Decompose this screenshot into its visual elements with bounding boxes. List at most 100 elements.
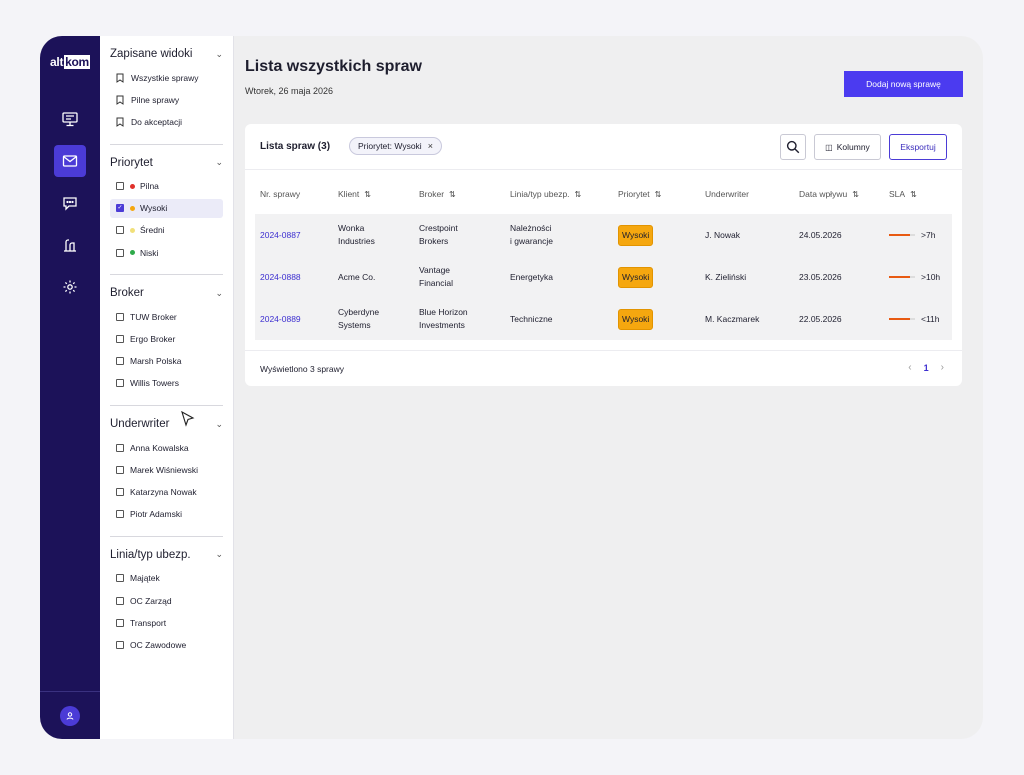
search-button[interactable] (780, 134, 806, 160)
checkbox[interactable] (116, 618, 124, 627)
table-row[interactable]: 2024-0887 Wonka Industries Crestpoint Brok… (255, 214, 952, 256)
checkbox[interactable] (116, 379, 124, 388)
sort-icon[interactable]: ⇅ (852, 190, 859, 199)
chevron-right-icon[interactable]: › (940, 362, 944, 373)
section-header[interactable]: Broker ⌄ (110, 287, 223, 299)
underwriter-label: Katarzyna Nowak (130, 486, 197, 497)
saved-view-label: Do akceptacji (131, 116, 183, 127)
line-filter-item[interactable]: Transport (110, 613, 223, 632)
sort-icon[interactable]: ⇅ (910, 190, 917, 199)
checkbox[interactable] (116, 357, 124, 366)
case-number-link[interactable]: 2024-0888 (260, 271, 301, 282)
close-icon[interactable]: × (427, 141, 433, 151)
chevron-down-icon[interactable]: ⌄ (215, 157, 223, 168)
line-label: OC Zarząd (130, 595, 172, 606)
checkbox[interactable] (116, 248, 124, 257)
chevron-down-icon[interactable]: ⌄ (215, 287, 223, 298)
checkbox[interactable] (116, 182, 124, 191)
chevron-left-icon[interactable]: ‹ (908, 362, 912, 373)
priority-filter-item[interactable]: Pilna (110, 177, 223, 196)
table-header-row: Nr. sprawy Klient ⇅ Broker ⇅ Linia/typ ube… (255, 174, 952, 214)
underwriter-filter-item[interactable]: Marek Wiśniewski (110, 460, 223, 479)
filter-chip[interactable]: Priorytet: Wysoki × (349, 137, 442, 155)
broker-filter-item[interactable]: Marsh Polska (110, 352, 223, 371)
chat-icon[interactable] (54, 187, 86, 219)
section-header[interactable]: Zapisane widoki ⌄ (110, 48, 223, 60)
section-priority: Priorytet ⌄ Pilna ✓ Wysoki Średni (110, 145, 223, 276)
checkbox[interactable] (116, 487, 124, 496)
priority-dot-icon (130, 250, 135, 256)
column-header[interactable]: Nr. sprawy (255, 174, 333, 214)
line-label: Transport (130, 617, 167, 628)
client-cell: Wonka Industries (333, 214, 414, 256)
export-button[interactable]: Eksportuj (889, 134, 947, 160)
checkbox[interactable] (116, 465, 124, 474)
broker-filter-item[interactable]: TUW Broker (110, 307, 223, 326)
line-filter-item[interactable]: OC Zawodowe (110, 635, 223, 654)
columns-button[interactable]: ◫ Kolumny (814, 134, 881, 160)
case-number-link[interactable]: 2024-0889 (260, 313, 301, 324)
cases-table: Nr. sprawy Klient ⇅ Broker ⇅ Linia/typ ube… (255, 174, 952, 340)
saved-view-item[interactable]: Pilne sprawy (110, 90, 223, 109)
chevron-down-icon[interactable]: ⌄ (215, 549, 223, 560)
column-header[interactable]: Broker ⇅ (414, 174, 505, 214)
add-case-button[interactable]: Dodaj nową sprawę (844, 71, 963, 97)
logo-text-kom: kom (64, 55, 90, 69)
client-line: Systems (338, 320, 371, 330)
results-count: Wyświetlono 3 sprawy (260, 364, 345, 374)
sla-bar (889, 318, 915, 320)
section-header[interactable]: Underwriter ⌄ (110, 418, 223, 430)
checkbox[interactable] (116, 640, 124, 649)
checkbox[interactable] (116, 443, 124, 452)
column-header[interactable]: Linia/typ ubezp. ⇅ (505, 174, 613, 214)
column-header[interactable]: Klient ⇅ (333, 174, 414, 214)
sort-icon[interactable]: ⇅ (449, 190, 456, 199)
column-header[interactable]: Data wpływu ⇅ (794, 174, 884, 214)
desktop-icon[interactable] (54, 103, 86, 135)
table-row[interactable]: 2024-0888 Acme Co. Vantage Financial Ener… (255, 256, 952, 298)
section-title: Broker (110, 287, 144, 300)
checkbox[interactable] (116, 226, 124, 235)
priority-filter-item[interactable]: Niski (110, 243, 223, 262)
sort-icon[interactable]: ⇅ (574, 190, 582, 199)
chevron-down-icon[interactable]: ⌄ (215, 418, 223, 429)
table-row[interactable]: 2024-0889 Cyberdyne Systems Blue Horizon I… (255, 298, 952, 340)
priority-dot-icon (130, 205, 135, 211)
underwriter-filter-item[interactable]: Anna Kowalska (110, 438, 223, 457)
saved-view-item[interactable]: Wszystkie sprawy (110, 68, 223, 87)
logo: alt kom (50, 51, 90, 73)
section-header[interactable]: Linia/typ ubezp. ⌄ (110, 549, 223, 561)
underwriter-filter-item[interactable]: Katarzyna Nowak (110, 482, 223, 501)
avatar[interactable] (60, 705, 80, 726)
page-number[interactable]: 1 (923, 362, 929, 373)
priority-filter-item[interactable]: ✓ Wysoki (110, 198, 223, 218)
section-title: Underwriter (110, 418, 170, 431)
column-header[interactable]: SLA ⇅ (884, 174, 952, 214)
line-filter-item[interactable]: Majątek (110, 569, 223, 588)
settings-icon[interactable] (54, 271, 86, 303)
sort-icon[interactable]: ⇅ (364, 190, 371, 199)
broker-filter-item[interactable]: Willis Towers (110, 374, 223, 393)
checkbox[interactable] (116, 335, 124, 343)
sla-indicator: >7h (889, 229, 952, 242)
checkbox[interactable] (116, 312, 124, 321)
sort-icon[interactable]: ⇅ (654, 190, 662, 199)
underwriter-filter-item[interactable]: Piotr Adamski (110, 505, 223, 524)
line-line: Energetyka (510, 271, 553, 282)
checkbox[interactable] (116, 574, 124, 583)
broker-filter-item[interactable]: Ergo Broker (110, 330, 223, 349)
section-header[interactable]: Priorytet ⌄ (110, 157, 223, 169)
mail-icon[interactable] (54, 145, 86, 177)
checkbox[interactable] (116, 596, 124, 605)
routing-icon[interactable] (54, 229, 86, 261)
chevron-down-icon[interactable]: ⌄ (215, 48, 223, 59)
checkbox-checked[interactable]: ✓ (116, 204, 124, 213)
line-filter-item[interactable]: OC Zarząd (110, 591, 223, 610)
case-number-link[interactable]: 2024-0887 (260, 229, 301, 240)
checkbox[interactable] (116, 510, 124, 519)
priority-filter-item[interactable]: Średni (110, 221, 223, 240)
priority-badge: Wysoki (618, 224, 654, 246)
column-header[interactable]: Priorytet ⇅ (613, 174, 700, 214)
saved-view-item[interactable]: Do akceptacji (110, 112, 223, 131)
column-header[interactable]: Underwriter (700, 174, 794, 214)
